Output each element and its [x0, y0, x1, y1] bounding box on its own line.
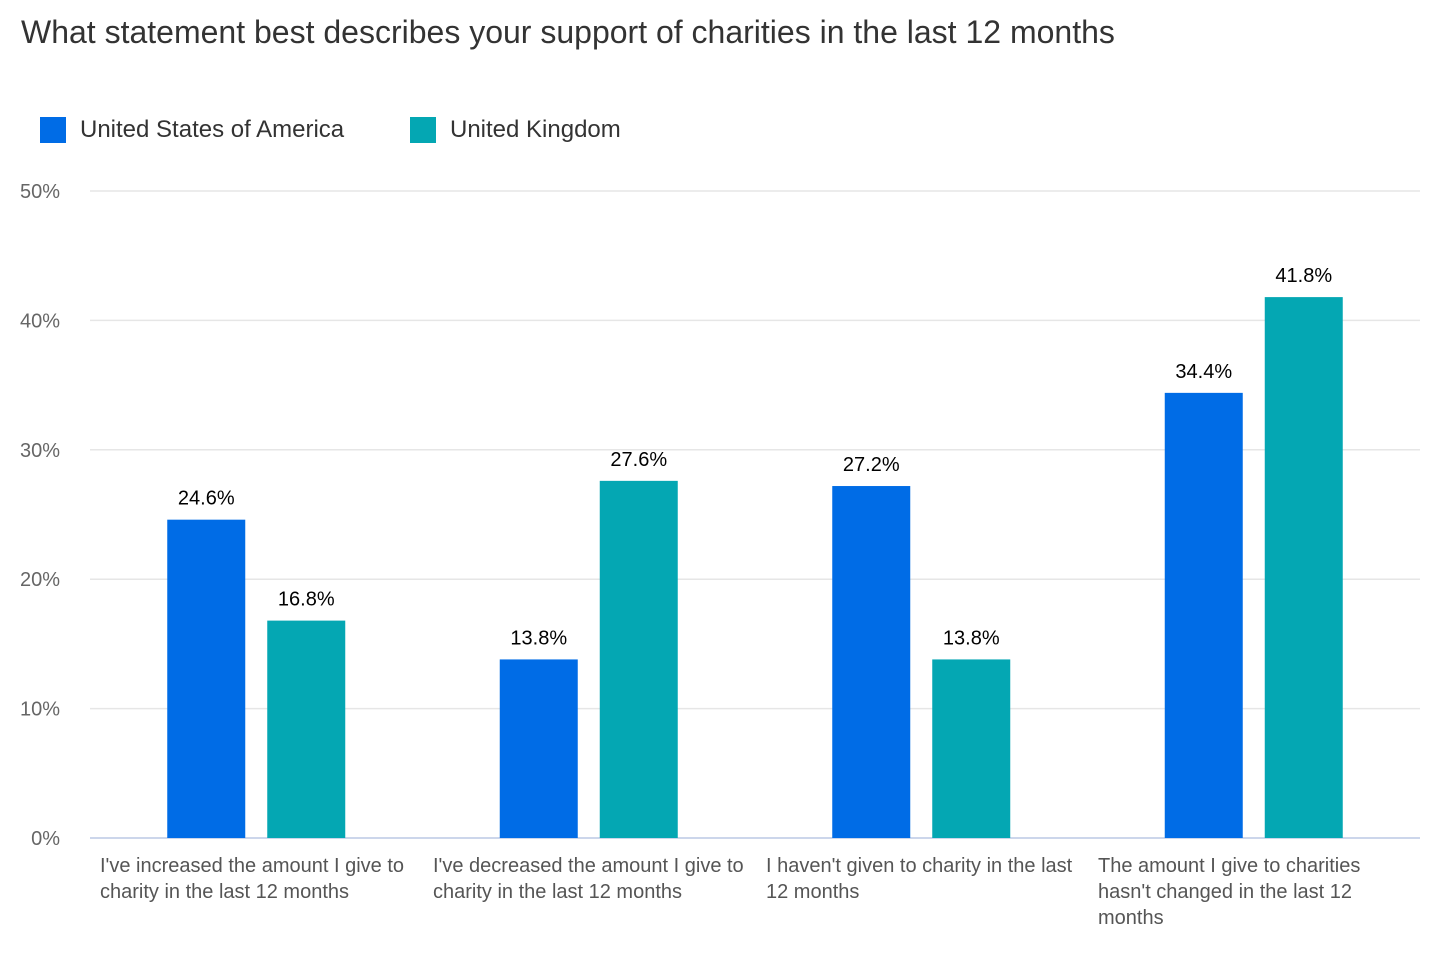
data-label: 13.8% — [510, 627, 567, 649]
bar — [599, 480, 678, 838]
x-tick-label: The amount I give to charities hasn't ch… — [1098, 855, 1361, 929]
legend-label-uk: United Kingdom — [450, 116, 621, 143]
legend-item-usa[interactable]: United States of America — [40, 116, 344, 144]
y-tick-label: 40% — [20, 310, 60, 332]
data-label: 16.8% — [278, 589, 335, 611]
bar — [167, 519, 246, 838]
data-label: 24.6% — [178, 488, 235, 510]
y-tick-label: 20% — [20, 569, 60, 591]
bar — [1264, 297, 1343, 838]
data-label: 27.2% — [843, 454, 900, 476]
legend-label-usa: United States of America — [80, 116, 345, 143]
x-tick-label: I've decreased the amount I give to char… — [433, 855, 744, 903]
legend-item-uk[interactable]: United Kingdom — [410, 116, 621, 144]
data-label: 41.8% — [1275, 265, 1332, 287]
y-tick-label: 30% — [20, 440, 60, 462]
y-tick-label: 0% — [31, 828, 60, 850]
bar — [832, 486, 911, 838]
x-tick-label: I haven't given to charity in the last 1… — [766, 855, 1073, 903]
x-tick-label: I've increased the amount I give to char… — [100, 855, 404, 903]
data-label: 34.4% — [1175, 361, 1232, 383]
bar — [499, 659, 578, 838]
y-tick-label: 10% — [20, 699, 60, 721]
data-label: 13.8% — [943, 627, 1000, 649]
legend-swatch-uk — [410, 117, 436, 143]
chart-title: What statement best describes your suppo… — [21, 14, 1115, 50]
bar — [1164, 392, 1243, 838]
legend-swatch-usa — [40, 117, 66, 143]
y-tick-label: 50% — [20, 181, 60, 203]
data-label: 27.6% — [610, 449, 667, 471]
bar — [932, 659, 1011, 838]
bar — [267, 620, 346, 838]
